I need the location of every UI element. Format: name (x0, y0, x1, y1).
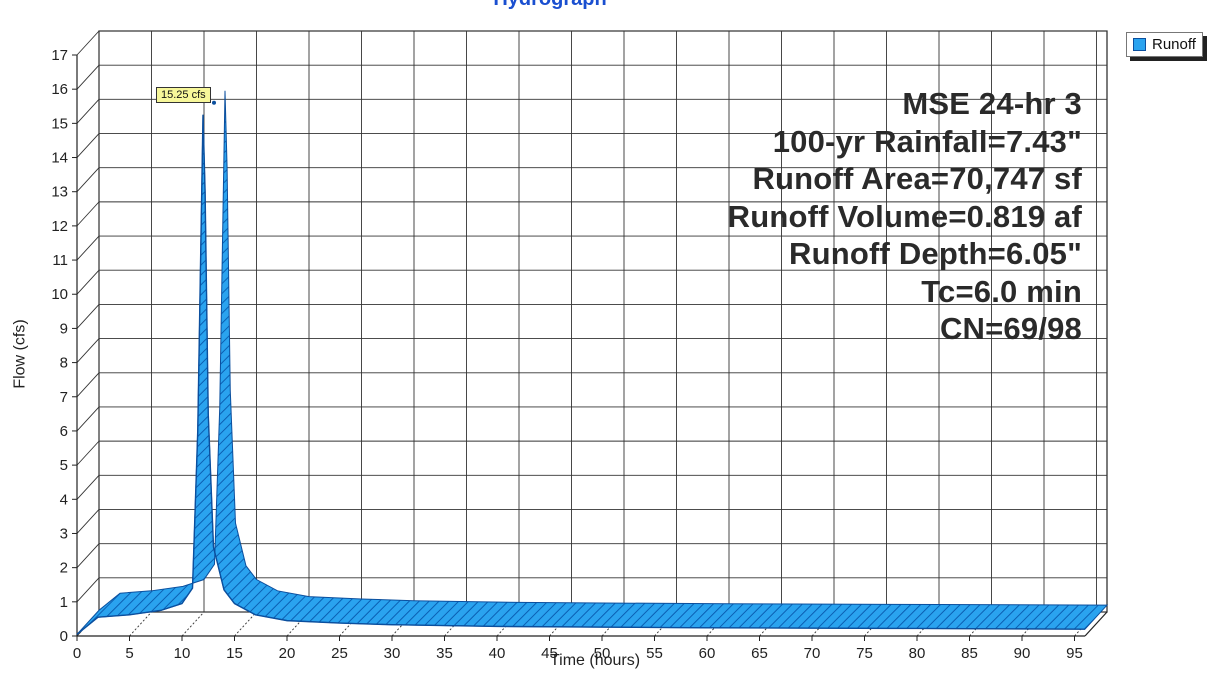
x-tick-label: 90 (1014, 645, 1031, 662)
y-tick-label: 4 (60, 491, 68, 508)
y-tick-label: 7 (60, 389, 68, 406)
x-tick-label: 15 (226, 645, 243, 662)
x-tick-label: 95 (1066, 645, 1083, 662)
y-tick-label: 2 (60, 560, 68, 577)
y-tick-label: 1 (60, 594, 68, 611)
x-tick-label: 60 (699, 645, 716, 662)
y-tick-label: 9 (60, 320, 68, 337)
y-tick-label: 13 (51, 184, 68, 201)
depth-line-y (76, 406, 100, 432)
x-tick-label: 55 (646, 645, 663, 662)
x-tick-label: 50 (594, 645, 611, 662)
y-tick-label: 12 (51, 218, 68, 235)
annotation-line: Runoff Depth=6.05" (788, 236, 1082, 271)
y-tick-label: 0 (60, 628, 68, 645)
x-tick-label: 75 (856, 645, 873, 662)
y-tick-label: 11 (52, 252, 68, 269)
y-tick-label: 8 (60, 355, 68, 372)
x-tick-label: 45 (541, 645, 558, 662)
depth-line-y (76, 167, 100, 193)
depth-line-x (129, 611, 152, 637)
floor-edge-right (1084, 611, 1108, 637)
annotation-line: Runoff Volume=0.819 af (727, 198, 1082, 234)
depth-line-y (76, 304, 100, 329)
depth-line-y (76, 509, 100, 534)
depth-line-y (76, 577, 100, 603)
y-tick-label: 14 (51, 150, 68, 167)
y-tick-label: 16 (51, 81, 68, 98)
x-tick-label: 70 (804, 645, 821, 662)
annotation-line: MSE 24-hr 3 (902, 86, 1082, 121)
depth-line-y (76, 338, 100, 363)
annotation-line: CN=69/98 (939, 311, 1082, 346)
annotation-block: MSE 24-hr 3 100-yr Rainfall=7.43" Runoff… (728, 85, 1082, 348)
y-tick-label: 10 (51, 286, 68, 303)
x-tick-label: 0 (73, 645, 81, 662)
annotation-line: Runoff Area=70,747 sf (752, 161, 1082, 196)
y-tick-label: 17 (51, 47, 68, 64)
legend-label-runoff: Runoff (1152, 36, 1196, 53)
depth-line-x (181, 611, 205, 637)
depth-line-y (76, 235, 100, 261)
legend-swatch-runoff (1133, 38, 1146, 51)
x-tick-label: 10 (174, 645, 191, 662)
x-axis-label: Time (hours) (549, 652, 641, 669)
depth-line-y (76, 440, 100, 466)
chart-title: Hydrograph (0, 0, 1100, 11)
x-tick-label: 80 (909, 645, 926, 662)
x-tick-label: 20 (279, 645, 296, 662)
depth-line-x (234, 611, 257, 637)
depth-line-y (76, 201, 100, 227)
x-tick-label: 40 (489, 645, 506, 662)
depth-line-y (76, 30, 100, 56)
legend: Runoff (1126, 32, 1203, 57)
x-tick-label: 5 (125, 645, 133, 662)
depth-line-y (76, 543, 100, 568)
depth-line-y (76, 133, 100, 158)
depth-line-y (76, 99, 100, 124)
y-tick-label: 15 (51, 115, 68, 132)
peak-point (212, 100, 216, 105)
y-tick-label: 5 (60, 457, 68, 474)
annotation-line: 100-yr Rainfall=7.43" (772, 123, 1082, 159)
x-tick-label: 25 (331, 645, 348, 662)
depth-line-y (76, 269, 100, 295)
y-tick-label: 3 (60, 525, 68, 542)
depth-line-x (286, 611, 310, 637)
y-tick-label: 6 (60, 423, 68, 440)
x-tick-label: 65 (751, 645, 768, 662)
x-tick-label: 35 (436, 645, 453, 662)
peak-data-label: 15.25 cfs (156, 87, 211, 103)
depth-line-y (76, 474, 100, 500)
annotation-line: Tc=6.0 min (921, 273, 1082, 309)
depth-line-y (76, 372, 100, 398)
runoff-series-line (76, 114, 1086, 635)
x-tick-label: 30 (384, 645, 401, 662)
depth-line-y (76, 64, 100, 90)
x-tick-label: 85 (961, 645, 978, 662)
y-axis-label: Flow (cfs) (11, 319, 29, 389)
